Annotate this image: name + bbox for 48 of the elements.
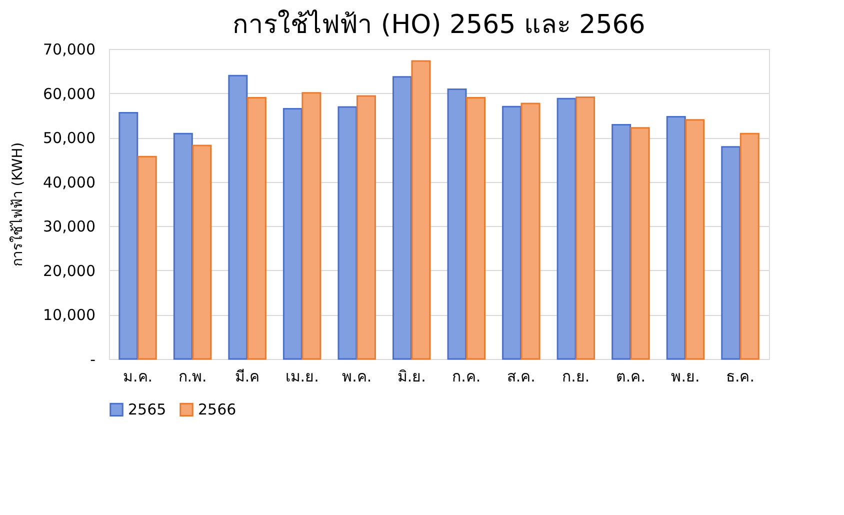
- bar: [173, 132, 193, 360]
- bar: [392, 76, 412, 360]
- bar: [447, 88, 467, 360]
- y-tick-label: 30,000: [43, 218, 96, 236]
- bar: [302, 92, 322, 360]
- bar: [685, 119, 705, 360]
- bar: [502, 106, 522, 360]
- bar: [576, 96, 596, 360]
- bar: [246, 96, 266, 360]
- bar: [356, 95, 376, 360]
- legend-label: 2565: [128, 400, 166, 419]
- bar: [137, 156, 157, 360]
- y-tick-label: 40,000: [43, 173, 96, 192]
- x-tick-label: มี.ค: [234, 368, 260, 386]
- y-tick-label: 20,000: [43, 262, 96, 280]
- x-tick-label: ก.ค.: [452, 368, 481, 386]
- legend-label: 2566: [198, 400, 236, 419]
- chart-title: การใช้ไฟฟ้า (HO) 2565 และ 2566: [232, 9, 646, 40]
- y-tick-label: 10,000: [43, 306, 96, 324]
- bar: [192, 144, 212, 360]
- bar: [228, 74, 248, 360]
- x-tick-label: ต.ค.: [616, 368, 646, 386]
- x-tick-label: มิ.ย.: [397, 368, 426, 386]
- x-tick-label: ก.พ.: [178, 368, 207, 386]
- bar: [338, 106, 358, 360]
- bar: [612, 124, 632, 360]
- bar: [740, 132, 760, 360]
- x-tick-label: ส.ค.: [506, 368, 536, 386]
- y-tick-label: 60,000: [43, 84, 96, 103]
- x-tick-label: เม.ย.: [285, 368, 319, 386]
- y-tick-label: 70,000: [43, 40, 96, 58]
- x-tick-label: พ.ย.: [671, 368, 700, 386]
- bar: [282, 108, 302, 360]
- x-tick-label: ธ.ค.: [726, 368, 755, 386]
- x-tick-label: ม.ค.: [122, 368, 153, 386]
- bar: [630, 127, 650, 360]
- bar: [520, 102, 540, 360]
- bar: [666, 116, 686, 360]
- y-tick-label: -: [90, 350, 96, 368]
- y-axis-title: การใช้ไฟฟ้า (KWH): [9, 142, 26, 267]
- bar: [411, 60, 431, 360]
- bar: [118, 112, 138, 360]
- x-tick-label: พ.ค.: [342, 368, 372, 386]
- bar: [466, 96, 486, 360]
- bar: [556, 98, 576, 360]
- bar: [721, 146, 741, 360]
- x-tick-label: ก.ย.: [562, 368, 590, 386]
- y-tick-label: 50,000: [43, 129, 96, 148]
